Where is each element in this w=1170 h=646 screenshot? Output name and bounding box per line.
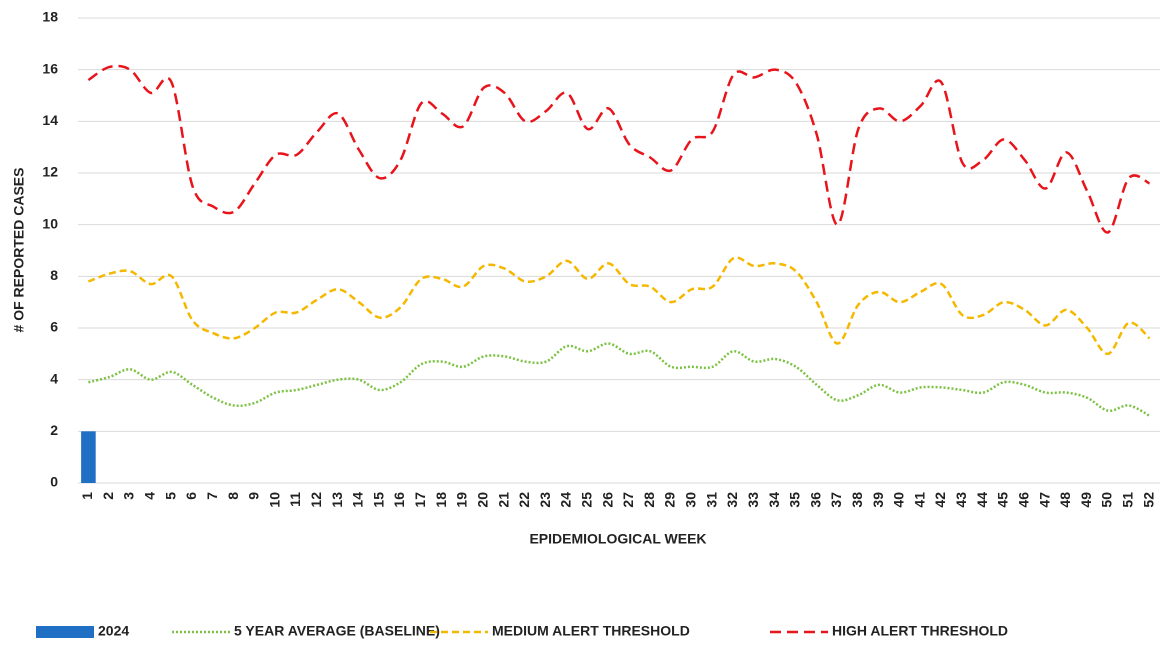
x-tick-label: 44: [974, 492, 990, 508]
x-tick-label: 19: [454, 492, 470, 508]
x-tick-label: 48: [1057, 492, 1073, 508]
x-tick-label: 37: [828, 492, 844, 508]
y-tick-label: 18: [42, 9, 58, 25]
x-tick-label: 49: [1078, 492, 1094, 508]
line: [88, 342, 1151, 417]
x-tick-label: 41: [911, 492, 927, 508]
x-tick-label: 33: [745, 492, 761, 508]
x-tick-label: 51: [1119, 492, 1135, 508]
x-tick-label: 11: [287, 492, 303, 507]
legend-label: 2024: [98, 623, 129, 639]
x-tick-label: 3: [121, 492, 137, 500]
x-tick-label: 8: [225, 492, 241, 500]
y-tick-label: 6: [50, 319, 58, 335]
y-tick-label: 8: [50, 267, 58, 283]
x-tick-label: 12: [308, 492, 324, 508]
x-tick-label: 13: [329, 492, 345, 508]
x-tick-label: 47: [1036, 492, 1052, 508]
x-tick-label: 28: [641, 492, 657, 508]
x-tick-label: 36: [807, 492, 823, 508]
x-tick-label: 21: [495, 492, 511, 508]
legend-label: MEDIUM ALERT THRESHOLD: [492, 623, 690, 639]
x-tick-label: 2: [100, 492, 116, 500]
x-tick-label: 27: [620, 492, 636, 508]
x-tick-label: 45: [995, 492, 1011, 508]
x-tick-label: 42: [932, 492, 948, 508]
legend-swatch: [36, 626, 94, 638]
x-tick-label: 30: [683, 492, 699, 508]
y-tick-label: 16: [42, 60, 58, 76]
x-tick-label: 29: [662, 492, 678, 508]
bar: [81, 431, 96, 483]
y-tick-label: 4: [50, 370, 58, 386]
x-tick-label: 24: [558, 492, 574, 508]
x-tick-label: 38: [849, 492, 865, 508]
y-tick-label: 10: [42, 215, 58, 231]
x-tick-label: 4: [142, 492, 158, 500]
x-tick-label: 9: [246, 492, 262, 500]
legend-label: HIGH ALERT THRESHOLD: [832, 623, 1008, 639]
x-tick-label: 50: [1099, 492, 1115, 508]
x-tick-label: 20: [474, 492, 490, 508]
x-axis-title: EPIDEMIOLOGICAL WEEK: [529, 531, 706, 547]
x-tick-label: 25: [578, 492, 594, 508]
x-tick-label: 7: [204, 492, 220, 500]
x-tick-label: 31: [703, 492, 719, 508]
x-tick-label: 32: [724, 492, 740, 508]
x-tick-label: 52: [1140, 492, 1156, 508]
y-tick-label: 0: [50, 474, 58, 490]
x-tick-label: 6: [183, 492, 199, 500]
y-tick-label: 14: [42, 112, 58, 128]
x-tick-label: 40: [891, 492, 907, 508]
x-tick-label: 16: [391, 492, 407, 508]
legend-label: 5 YEAR AVERAGE (BASELINE): [234, 623, 440, 639]
x-tick-label: 22: [516, 492, 532, 508]
x-tick-label: 35: [787, 492, 803, 508]
x-tick-label: 5: [162, 492, 178, 500]
x-tick-label: 39: [870, 492, 886, 508]
x-tick-label: 14: [350, 492, 366, 508]
x-tick-label: 17: [412, 492, 428, 508]
line: [87, 64, 1151, 234]
y-tick-label: 2: [50, 422, 58, 438]
x-tick-label: 1: [79, 492, 95, 500]
x-tick-label: 46: [1015, 492, 1031, 508]
x-tick-label: 43: [953, 492, 969, 508]
x-tick-label: 18: [433, 492, 449, 508]
x-tick-label: 23: [537, 492, 553, 508]
x-tick-label: 10: [266, 492, 282, 508]
x-tick-label: 26: [599, 492, 615, 508]
x-tick-label: 34: [766, 492, 782, 508]
y-tick-label: 12: [42, 164, 58, 180]
y-axis-title: # OF REPORTED CASES: [11, 168, 27, 333]
line: [87, 256, 1151, 356]
x-tick-label: 15: [370, 492, 386, 508]
